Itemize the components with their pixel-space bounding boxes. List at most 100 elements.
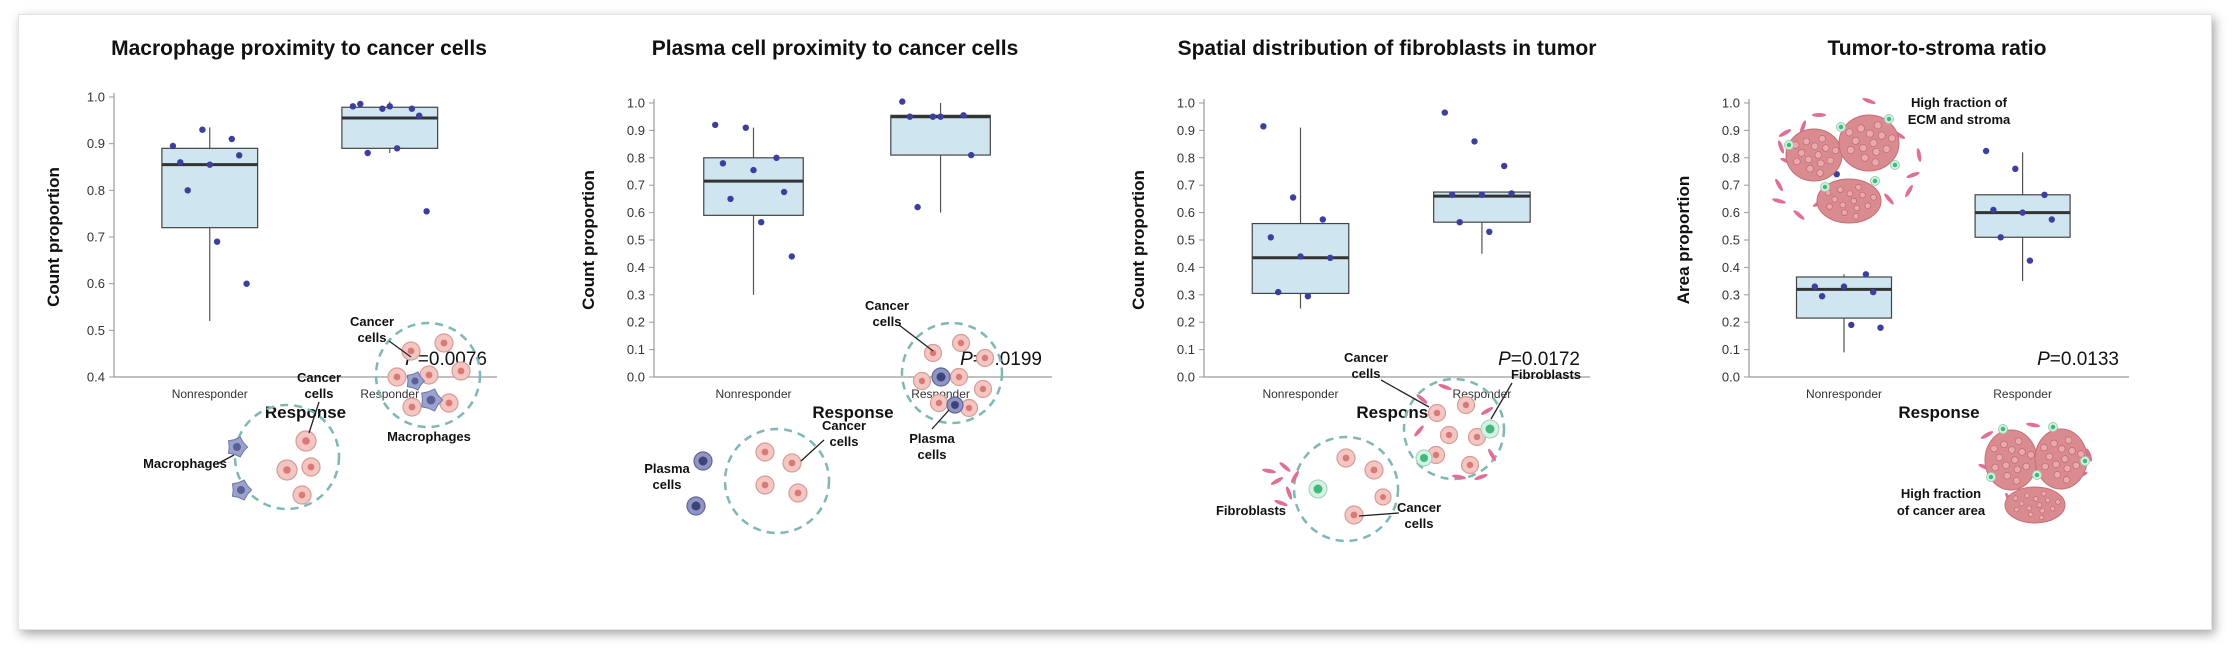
fibroblast-stroke bbox=[1480, 407, 1494, 415]
y-tick-label: 0.5 bbox=[627, 233, 645, 248]
y-tick-label: 0.8 bbox=[1722, 150, 1740, 165]
figure-panel: Macrophage proximity to cancer cells 0.4 0… bbox=[18, 14, 2212, 630]
data-point bbox=[1297, 253, 1304, 260]
fibroblast-stroke bbox=[1862, 97, 1876, 105]
data-point bbox=[1862, 271, 1870, 278]
data-point bbox=[914, 203, 921, 211]
cancer-cell-nucleus bbox=[761, 448, 769, 456]
p-value-symbol: P bbox=[960, 349, 973, 370]
data-point bbox=[1818, 293, 1826, 300]
y-tick-label: 0.8 bbox=[87, 183, 105, 198]
immune-cell-nucleus bbox=[2000, 426, 2006, 432]
tumor-nest-cell bbox=[2055, 499, 2061, 505]
neighborhood-circle bbox=[1402, 377, 1506, 481]
cancer-cell-nucleus bbox=[302, 437, 310, 445]
data-point bbox=[379, 105, 386, 112]
p-value-number: =0.0172 bbox=[1511, 349, 1580, 370]
annotation-label: Cancer bbox=[822, 418, 866, 433]
cancer-cell-nucleus bbox=[981, 354, 989, 362]
annotation-label: cells bbox=[358, 330, 387, 345]
annotation-label: Cancer bbox=[1344, 350, 1388, 365]
tumor-nest-cell bbox=[2049, 506, 2056, 512]
cancer-cell-nucleus bbox=[393, 373, 401, 381]
tumor-nest-cell bbox=[1871, 158, 1880, 167]
y-tick-label: 0.6 bbox=[1722, 205, 1740, 220]
tumor-nest-cell bbox=[1845, 128, 1854, 137]
cancer-cell-nucleus bbox=[955, 373, 963, 381]
tumor-nest-cell bbox=[1841, 209, 1848, 216]
tumor-nest-cell bbox=[1837, 186, 1844, 193]
fibroblast-stroke bbox=[1916, 148, 1922, 162]
annotation-label: cells bbox=[1405, 516, 1434, 531]
tumor-nest-cell bbox=[1811, 142, 1819, 150]
macrophage-cell-nucleus bbox=[411, 377, 419, 385]
data-point bbox=[2012, 165, 2019, 172]
tumor-nest-cell bbox=[1814, 151, 1822, 159]
immune-cell-nucleus bbox=[1786, 142, 1792, 148]
tumor-nest-cell bbox=[1817, 159, 1825, 167]
tumor-nest-cell bbox=[2012, 495, 2019, 501]
annotation-label: Cancer bbox=[297, 370, 341, 385]
y-tick-label: 0.2 bbox=[1722, 315, 1740, 330]
tumor-nest-cell bbox=[1873, 121, 1882, 130]
fibroblast-stroke bbox=[1793, 210, 1805, 220]
data-point bbox=[906, 113, 914, 120]
tumor-nest-cell bbox=[1851, 136, 1860, 145]
chart-panel-1: Macrophage proximity to cancer cells 0.4 0… bbox=[44, 37, 497, 511]
neighborhood-circle bbox=[723, 427, 831, 535]
y-tick-label: 1.0 bbox=[87, 90, 105, 105]
annotation-label: cells bbox=[830, 434, 859, 449]
data-point bbox=[1811, 283, 1819, 290]
data-point bbox=[1877, 324, 1884, 331]
tumor-nest-cell bbox=[1846, 146, 1855, 154]
data-point bbox=[719, 160, 727, 167]
y-tick-label: 0.0 bbox=[1722, 370, 1740, 385]
fibroblast-stroke bbox=[1980, 431, 1994, 439]
fibroblast-cell-nucleus bbox=[1485, 424, 1495, 434]
immune-cell-nucleus bbox=[1822, 184, 1828, 190]
cancer-cell-nucleus bbox=[1350, 511, 1358, 519]
tumor-nest-cell bbox=[2077, 450, 2085, 458]
box-body bbox=[890, 114, 991, 156]
tumor-nest-cell bbox=[1859, 191, 1866, 199]
tumor-nest-cell bbox=[2064, 436, 2073, 444]
leader-line bbox=[898, 324, 934, 352]
y-tick-label: 0.9 bbox=[1177, 123, 1195, 138]
tumor-nest-cell bbox=[1864, 202, 1871, 209]
tumor-nest-cell bbox=[2045, 497, 2051, 503]
y-tick-label: 0.7 bbox=[1722, 178, 1740, 193]
annotation-label: Plasma bbox=[909, 431, 955, 446]
tumor-nest-cell bbox=[1797, 149, 1806, 157]
p-value-number: =0.0133 bbox=[2050, 349, 2119, 370]
tumor-nest-cell bbox=[1852, 213, 1860, 220]
cancer-cell-nucleus bbox=[407, 347, 415, 355]
data-point bbox=[1267, 234, 1275, 241]
cancer-cell-nucleus bbox=[1379, 493, 1387, 501]
tumor-nest-cell bbox=[2041, 462, 2049, 471]
data-point bbox=[712, 121, 719, 129]
annotation-label: Fibroblasts bbox=[1216, 503, 1286, 518]
immune-cell-nucleus bbox=[1988, 474, 1994, 480]
x-category-label: Nonresponder bbox=[1806, 387, 1882, 401]
tumor-nest-cell bbox=[2028, 511, 2034, 518]
data-point bbox=[1870, 288, 1877, 296]
fibroblast-cell-nucleus bbox=[1313, 484, 1323, 494]
data-point bbox=[1848, 321, 1855, 329]
cancer-cell-nucleus bbox=[935, 399, 943, 407]
leader-line bbox=[1358, 512, 1400, 517]
tumor-nest bbox=[1816, 178, 1882, 224]
data-point bbox=[937, 113, 944, 120]
fibroblast-stroke bbox=[2026, 422, 2040, 428]
data-point bbox=[960, 112, 967, 119]
immune-cell-nucleus bbox=[2082, 458, 2088, 464]
data-point bbox=[393, 145, 401, 152]
annotation-label: cells bbox=[873, 314, 902, 329]
cancer-cell-nucleus bbox=[1342, 454, 1350, 462]
box-body bbox=[161, 147, 259, 229]
fibroblast-stroke bbox=[2085, 448, 2093, 462]
cancer-cell-nucleus bbox=[794, 489, 802, 497]
tumor-nest-cell bbox=[2033, 496, 2039, 502]
